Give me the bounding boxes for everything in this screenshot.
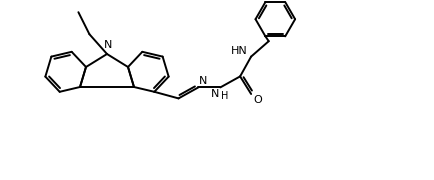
Text: HN: HN	[231, 46, 247, 56]
Text: N: N	[210, 89, 219, 99]
Text: O: O	[253, 95, 261, 105]
Text: H: H	[221, 91, 228, 101]
Text: N: N	[104, 40, 112, 50]
Text: N: N	[199, 76, 207, 86]
